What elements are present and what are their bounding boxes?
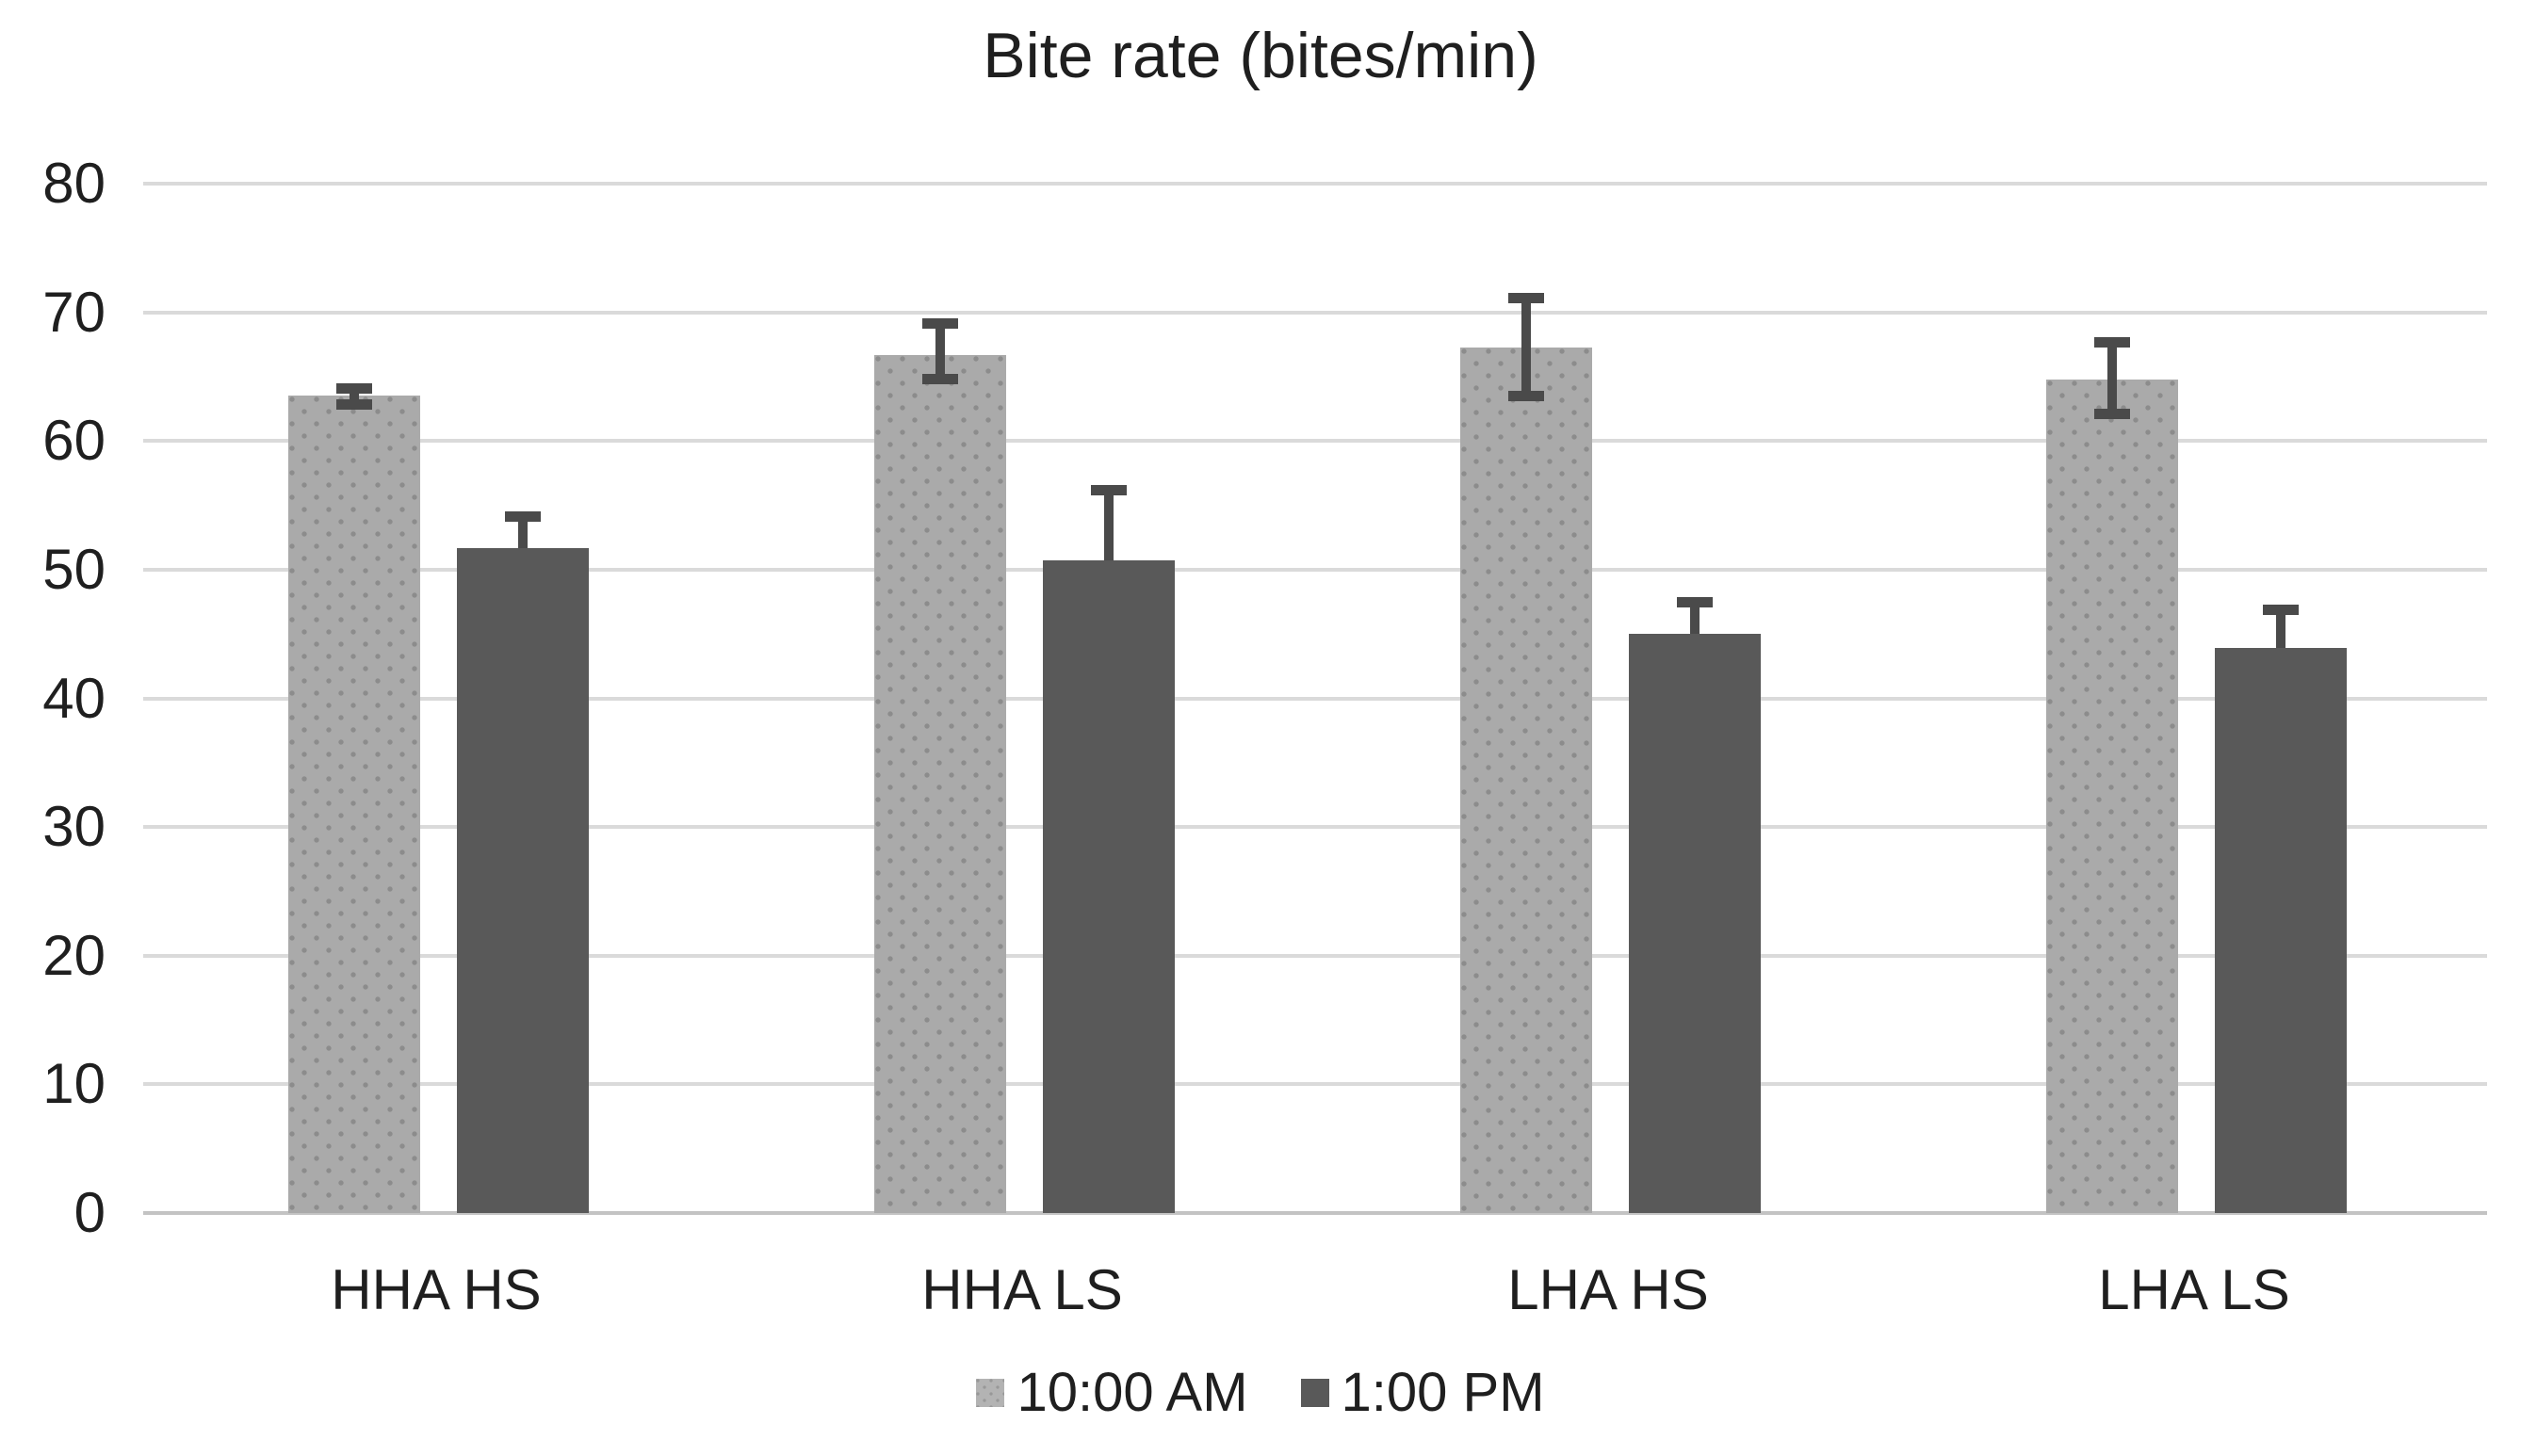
legend-label-10am: 10:00 AM <box>1017 1362 1248 1423</box>
bar-10am-hha-ls <box>874 354 1006 1213</box>
bar-10am-hha-hs <box>288 396 420 1213</box>
error-bar-1pm-hha-ls-cap-top <box>1091 484 1127 495</box>
gridline-30 <box>143 825 2487 830</box>
bar-1pm-hha-ls <box>1043 560 1175 1213</box>
x-axis-label-hha-ls: HHA LS <box>921 1258 1123 1321</box>
error-bar-10am-hha-hs-cap-bottom <box>336 399 372 411</box>
legend-swatch-10am-icon <box>976 1379 1005 1407</box>
error-bar-10am-lha-ls-whisker <box>2107 336 2117 420</box>
x-axis-label-lha-ls: LHA LS <box>2098 1258 2290 1321</box>
y-axis-label-50: 50 <box>42 537 106 601</box>
legend: 10:00 AM 1:00 PM <box>0 1364 2521 1422</box>
error-bar-10am-hha-hs-whisker <box>350 382 359 411</box>
legend-item-1pm: 1:00 PM <box>1300 1362 1545 1423</box>
plot-area <box>143 182 2487 1215</box>
y-axis-label-60: 60 <box>42 409 106 473</box>
error-bar-1pm-lha-hs-whisker <box>1690 596 1700 635</box>
legend-swatch-1pm-icon <box>1300 1379 1329 1407</box>
gridline-0 <box>143 1211 2487 1215</box>
bar-10am-lha-hs <box>1460 347 1592 1213</box>
error-bar-10am-lha-hs-whisker <box>1521 293 1531 401</box>
gridline-40 <box>143 696 2487 701</box>
x-axis-label-hha-hs: HHA HS <box>331 1258 542 1321</box>
y-axis-label-70: 70 <box>42 280 106 344</box>
error-bar-10am-hha-ls-cap-top <box>922 318 958 330</box>
gridline-80 <box>143 182 2487 186</box>
error-bar-10am-hha-ls-whisker <box>935 318 945 385</box>
error-bar-10am-lha-hs-cap-top <box>1508 293 1544 304</box>
bar-1pm-lha-hs <box>1629 634 1761 1213</box>
gridline-10 <box>143 1082 2487 1087</box>
error-bar-10am-lha-ls-cap-top <box>2094 336 2130 348</box>
y-axis-label-30: 30 <box>42 795 106 859</box>
error-bar-1pm-hha-hs-whisker <box>518 511 528 548</box>
gridline-20 <box>143 953 2487 958</box>
y-axis-label-40: 40 <box>42 666 106 730</box>
error-bar-1pm-hha-hs-cap-top <box>505 511 541 523</box>
error-bar-1pm-lha-ls-whisker <box>2276 604 2285 649</box>
gridline-70 <box>143 310 2487 315</box>
y-axis-label-10: 10 <box>42 1052 106 1116</box>
x-axis-label-lha-hs: LHA HS <box>1507 1258 1709 1321</box>
bar-1pm-lha-ls <box>2215 648 2347 1213</box>
y-axis-label-0: 0 <box>73 1181 106 1244</box>
gridline-50 <box>143 567 2487 572</box>
chart-title: Bite rate (bites/min) <box>983 20 1538 91</box>
error-bar-10am-lha-hs-cap-bottom <box>1508 390 1544 401</box>
legend-label-1pm: 1:00 PM <box>1341 1362 1545 1423</box>
error-bar-1pm-lha-hs-cap-top <box>1677 596 1713 607</box>
error-bar-1pm-hha-ls-whisker <box>1104 484 1114 561</box>
legend-item-10am: 10:00 AM <box>976 1362 1248 1423</box>
error-bar-10am-hha-ls-cap-bottom <box>922 374 958 385</box>
bar-10am-lha-ls <box>2046 379 2178 1213</box>
error-bar-1pm-lha-ls-cap-top <box>2263 604 2299 615</box>
gridline-60 <box>143 439 2487 444</box>
bar-1pm-hha-hs <box>457 547 589 1213</box>
error-bar-10am-lha-ls-cap-bottom <box>2094 409 2130 420</box>
y-axis-label-80: 80 <box>42 152 106 215</box>
error-bar-10am-hha-hs-cap-top <box>336 382 372 394</box>
y-axis-label-20: 20 <box>42 923 106 987</box>
